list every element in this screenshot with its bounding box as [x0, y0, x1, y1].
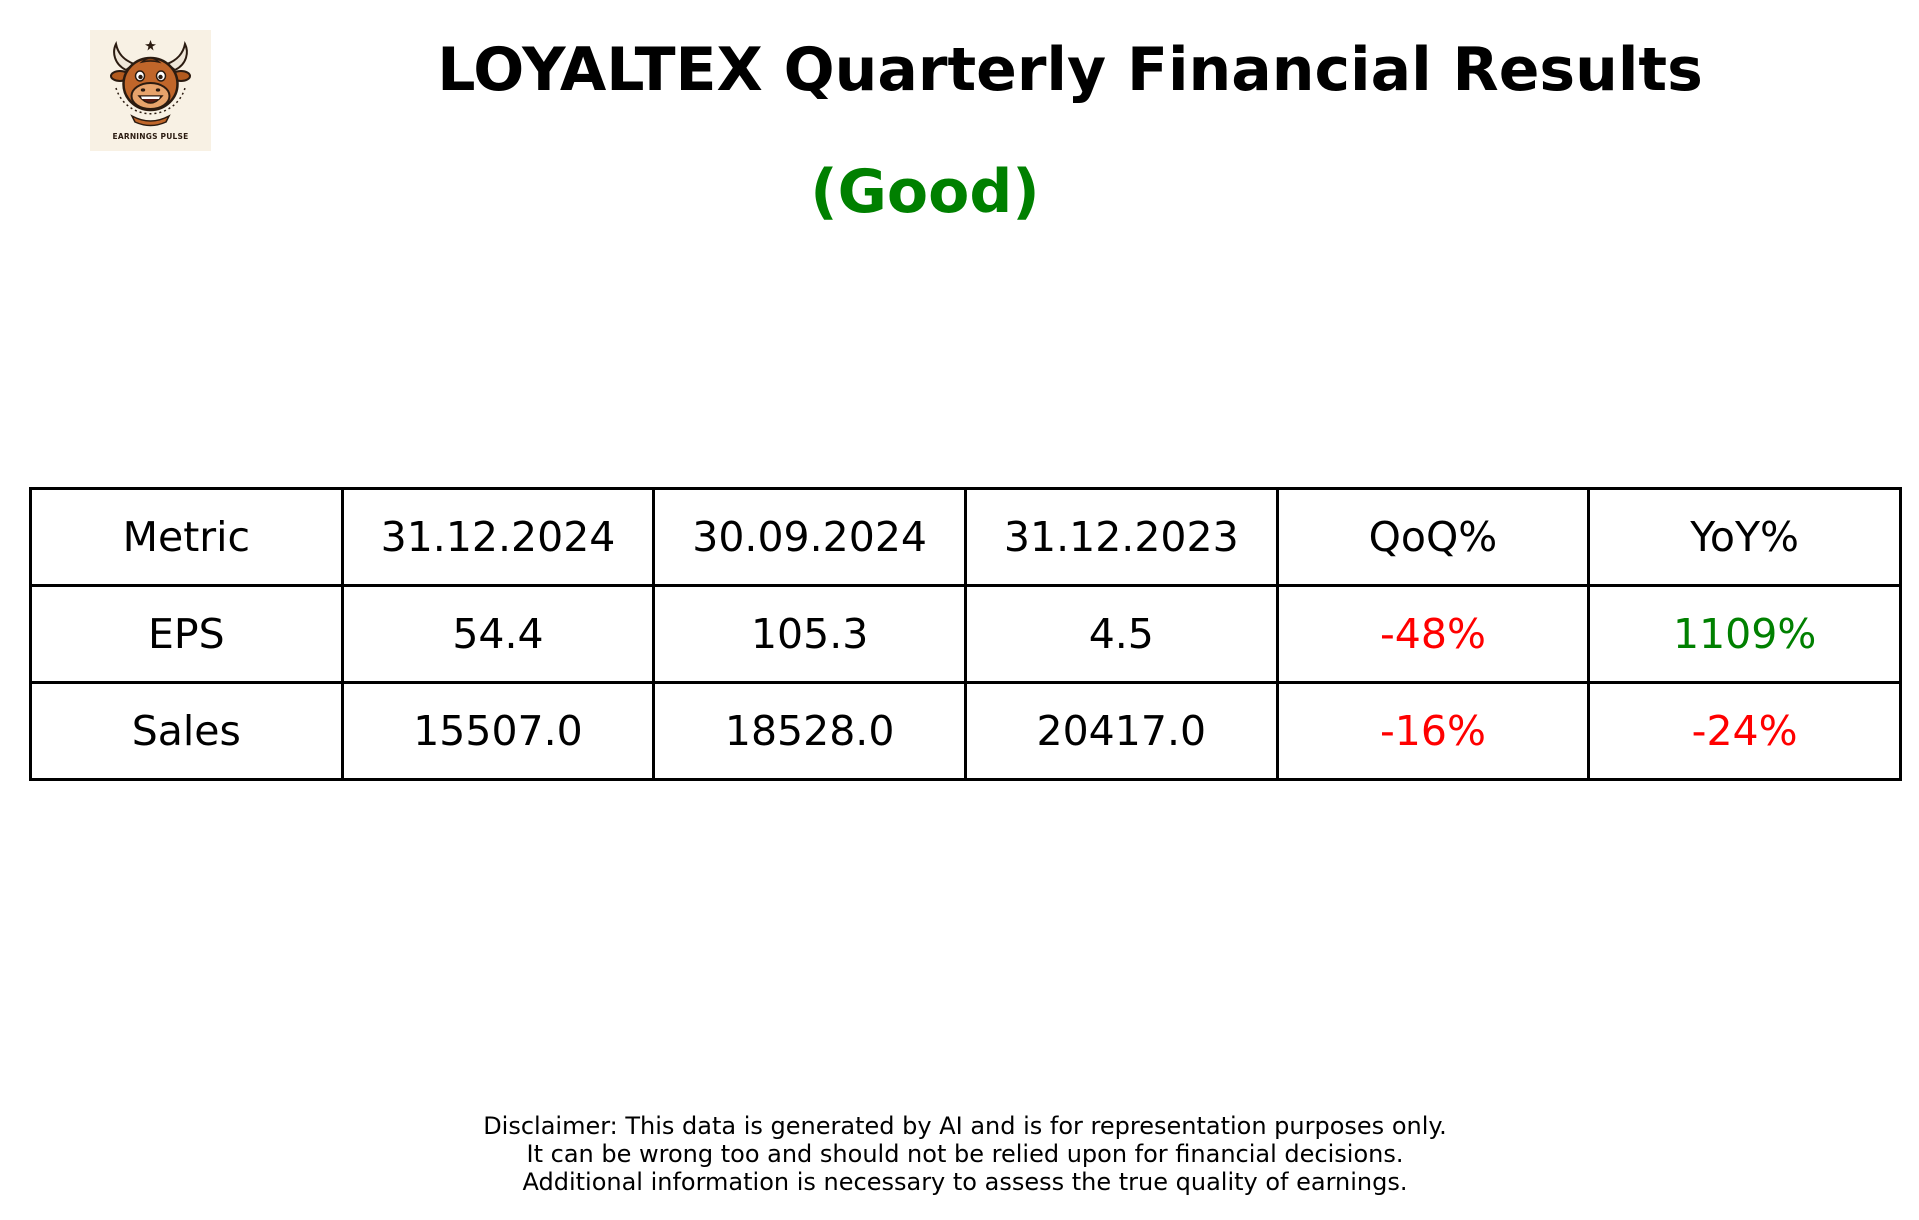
header-quarter-current: 31.12.2024: [340, 487, 656, 587]
results-table: Metric 31.12.2024 30.09.2024 31.12.2023 …: [29, 487, 1902, 781]
metric-name: EPS: [29, 584, 344, 684]
value-previous: 105.3: [652, 584, 967, 684]
value-year-ago: 20417.0: [963, 681, 1279, 781]
bull-mascot-icon: [110, 40, 191, 127]
table-row: EPS 54.4 105.3 4.5 -48% 1109%: [29, 584, 1902, 684]
rating-label: (Good): [810, 157, 1040, 227]
disclaimer-line: Additional information is necessary to a…: [522, 1168, 1408, 1196]
logo-caption: EARNINGS PULSE: [112, 132, 189, 141]
header-yoy: YoY%: [1587, 487, 1902, 587]
yoy-change: -24%: [1587, 681, 1902, 781]
header-metric: Metric: [29, 487, 344, 587]
table-header-row: Metric 31.12.2024 30.09.2024 31.12.2023 …: [29, 487, 1902, 587]
disclaimer-line: It can be wrong too and should not be re…: [526, 1140, 1404, 1168]
header-quarter-previous: 30.09.2024: [652, 487, 967, 587]
page-title: LOYALTEX Quarterly Financial Results: [437, 35, 1703, 105]
value-current: 54.4: [340, 584, 656, 684]
logo: EARNINGS PULSE: [90, 30, 211, 151]
metric-name: Sales: [29, 681, 344, 781]
disclaimer-line: Disclaimer: This data is generated by AI…: [483, 1112, 1447, 1140]
value-current: 15507.0: [340, 681, 656, 781]
header-quarter-year-ago: 31.12.2023: [963, 487, 1279, 587]
table-row: Sales 15507.0 18528.0 20417.0 -16% -24%: [29, 681, 1902, 781]
yoy-change: 1109%: [1587, 584, 1902, 684]
value-previous: 18528.0: [652, 681, 967, 781]
value-year-ago: 4.5: [963, 584, 1279, 684]
header-qoq: QoQ%: [1275, 487, 1591, 587]
qoq-change: -48%: [1275, 584, 1591, 684]
disclaimer: Disclaimer: This data is generated by AI…: [0, 1112, 1919, 1196]
qoq-change: -16%: [1275, 681, 1591, 781]
